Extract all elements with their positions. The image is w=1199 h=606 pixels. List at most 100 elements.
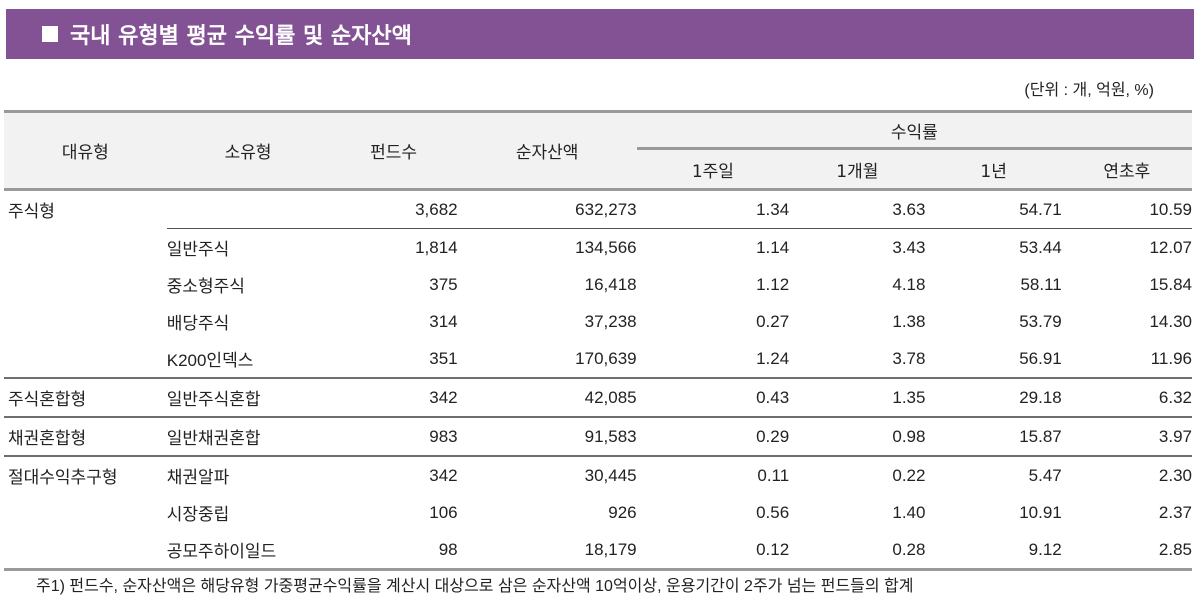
cell-major: 주식형: [8, 202, 55, 222]
cell-return-1y: 9.12: [925, 531, 1062, 571]
cell-minor: 시장중립: [166, 505, 230, 524]
header-fund-count: 펀드수: [329, 111, 458, 191]
table-row: K200인덱스 351 170,639 1.24 3.78 56.91 11.9…: [4, 340, 1192, 379]
cell-count: 342: [429, 465, 458, 485]
cell-return-1w: 0.43: [636, 378, 790, 418]
cell-return-ytd: 6.32: [1061, 378, 1192, 418]
cell-assets: 18,179: [457, 531, 637, 571]
cell-assets: 926: [608, 502, 637, 522]
cell-minor: K200인덱스: [166, 340, 330, 379]
footnote: 주1) 펀드수, 순자산액은 해당유형 가중평균수익률을 계산시 대상으로 삼은…: [36, 578, 914, 595]
cell-return-1w: 1.34: [636, 189, 790, 229]
cell-return-1w: 0.12: [636, 531, 790, 571]
cell-minor: 채권알파: [166, 468, 230, 487]
cell-return-1w: 0.29: [636, 417, 790, 457]
cell-minor: 중소형주식: [166, 277, 245, 296]
cell-return-ytd: 10.59: [1061, 189, 1192, 229]
cell-assets: 632,273: [457, 189, 637, 229]
cell-return-1y: 10.91: [1019, 502, 1062, 522]
cell-major: [4, 266, 167, 303]
unit-note: (단위 : 개, 억원, %): [1024, 82, 1154, 99]
cell-return-1y: 56.91: [925, 340, 1062, 379]
square-bullet-icon: [42, 26, 58, 42]
cell-return-1y: 53.44: [1019, 237, 1062, 257]
section-title-bar: 국내 유형별 평균 수익률 및 순자산액: [6, 9, 1194, 59]
cell-assets: 37,238: [584, 311, 637, 331]
table-row: 배당주식 314 37,238 0.27 1.38 53.79 14.30: [4, 303, 1192, 340]
cell-minor: 공모주하이일드: [166, 531, 330, 571]
header-return-group: 수익률: [636, 111, 1192, 149]
cell-minor: 배당주식: [166, 314, 230, 333]
section-title: 국내 유형별 평균 수익률 및 순자산액: [70, 24, 412, 49]
cell-count: 1,814: [415, 237, 458, 257]
cell-count: 314: [429, 311, 458, 331]
cell-count: 342: [329, 378, 458, 418]
cell-assets: 170,639: [457, 340, 637, 379]
cell-major: [4, 340, 167, 379]
cell-return-1w: 0.27: [756, 311, 790, 331]
cell-return-ytd: 2.30: [1158, 465, 1192, 485]
cell-major: 주식혼합형: [4, 378, 167, 418]
cell-major: [4, 531, 167, 571]
cell-assets: 42,085: [457, 378, 637, 418]
cell-assets: 134,566: [575, 237, 637, 257]
cell-return-1m: 4.18: [892, 274, 926, 294]
cell-return-1w: 0.11: [757, 465, 790, 485]
cell-assets: 30,445: [584, 465, 637, 485]
cell-return-ytd: 2.37: [1158, 502, 1192, 522]
cell-return-1m: 0.98: [789, 417, 926, 457]
cell-count: 106: [429, 502, 458, 522]
table-row: 주식혼합형 일반주식혼합 342 42,085 0.43 1.35 29.18 …: [4, 378, 1192, 418]
header-return-ytd: 연초후: [1061, 147, 1192, 191]
cell-return-1w: 1.12: [756, 274, 790, 294]
header-return-1w: 1주일: [636, 147, 790, 191]
table-row: 채권혼합형 일반채권혼합 983 91,583 0.29 0.98 15.87 …: [4, 417, 1192, 457]
cell-major: [4, 229, 167, 267]
cell-return-1m: 0.28: [789, 531, 926, 571]
table-row: 시장중립 106 926 0.56 1.40 10.91 2.37: [4, 494, 1192, 531]
cell-return-1y: 29.18: [925, 378, 1062, 418]
header-net-assets: 순자산액: [457, 111, 637, 191]
header-major-type: 대유형: [4, 111, 167, 191]
table-row: 일반주식 1,814 134,566 1.14 3.43 53.44 12.07: [4, 229, 1192, 267]
cell-return-1w: 1.24: [636, 340, 790, 379]
header-return-1m: 1개월: [789, 147, 926, 191]
cell-count: 351: [329, 340, 458, 379]
cell-minor: 일반주식: [166, 240, 230, 259]
cell-count: 98: [329, 531, 458, 571]
cell-minor: 일반채권혼합: [166, 417, 330, 457]
cell-return-ytd: 11.96: [1061, 340, 1192, 379]
table-row: 주식형 3,682 632,273 1.34 3.63 54.71 10.59: [4, 189, 1192, 229]
fund-returns-table: 대유형 소유형 펀드수 순자산액 수익률 1주일 1개월 1년 연초후 주식형 …: [4, 110, 1192, 571]
cell-major: 채권혼합형: [4, 417, 167, 457]
cell-count: 983: [329, 417, 458, 457]
cell-return-1m: 1.38: [892, 311, 926, 331]
cell-return-1w: 1.14: [756, 237, 790, 257]
cell-return-1y: 53.79: [1019, 311, 1062, 331]
table-row: 공모주하이일드 98 18,179 0.12 0.28 9.12 2.85: [4, 531, 1192, 571]
cell-return-ytd: 12.07: [1149, 237, 1192, 257]
cell-return-1y: 54.71: [925, 189, 1062, 229]
cell-return-1y: 5.47: [1028, 465, 1062, 485]
table-row: 절대수익추구형 채권알파 342 30,445 0.11 0.22 5.47 2…: [4, 456, 1192, 494]
cell-assets: 16,418: [584, 274, 637, 294]
cell-major: [4, 303, 167, 340]
cell-count: 3,682: [329, 189, 458, 229]
cell-return-1m: 1.35: [789, 378, 926, 418]
cell-return-1y: 58.11: [1020, 274, 1062, 294]
cell-return-ytd: 2.85: [1061, 531, 1192, 571]
cell-return-ytd: 15.84: [1149, 274, 1192, 294]
cell-return-1m: 1.40: [892, 502, 926, 522]
cell-return-1y: 15.87: [925, 417, 1062, 457]
cell-major: 절대수익추구형: [8, 468, 118, 487]
cell-minor: [166, 189, 330, 229]
cell-return-1m: 3.78: [789, 340, 926, 379]
cell-minor: 일반주식혼합: [166, 378, 330, 418]
header-return-1y: 1년: [925, 147, 1062, 191]
table-row: 중소형주식 375 16,418 1.12 4.18 58.11 15.84: [4, 266, 1192, 303]
cell-return-1w: 0.56: [756, 502, 790, 522]
cell-return-ytd: 14.30: [1149, 311, 1192, 331]
cell-return-ytd: 3.97: [1061, 417, 1192, 457]
cell-count: 375: [429, 274, 458, 294]
cell-major: [4, 494, 167, 531]
